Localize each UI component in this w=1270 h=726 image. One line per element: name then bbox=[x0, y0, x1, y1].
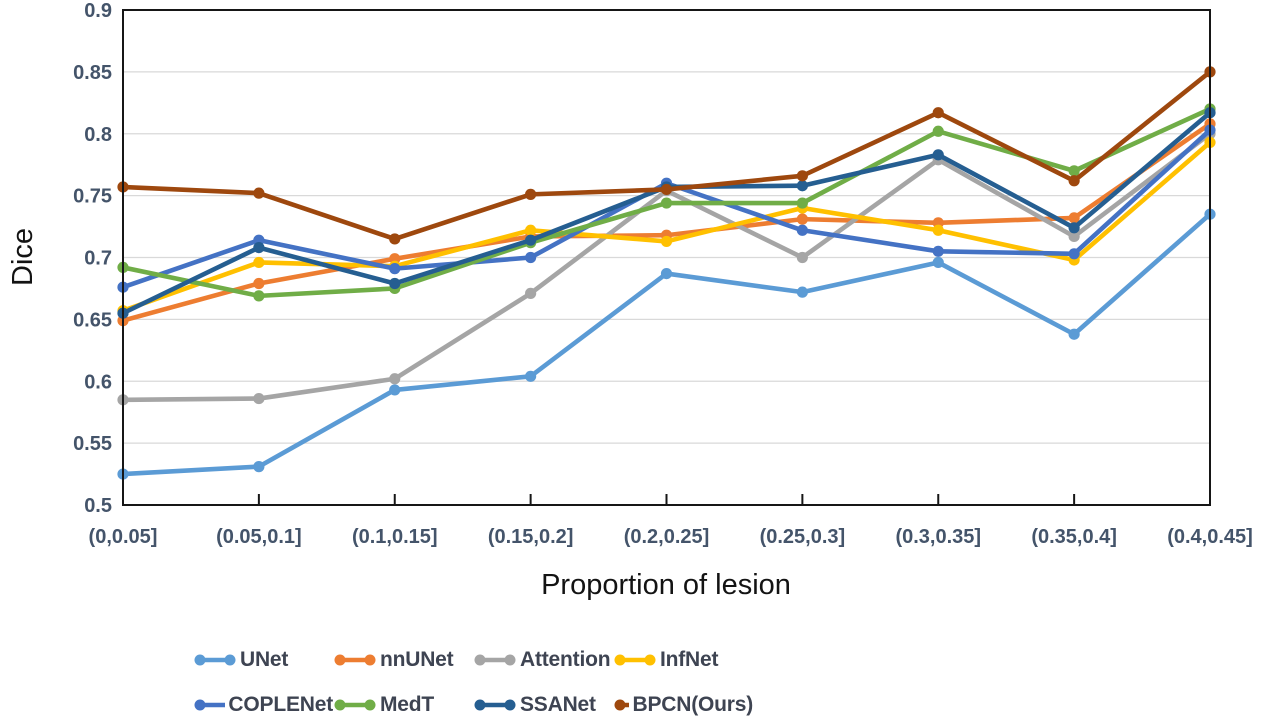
data-point-bpcn-ours-5 bbox=[796, 170, 808, 182]
x-tick-label: (0.05,0.1] bbox=[216, 526, 302, 548]
series-lines bbox=[117, 66, 1216, 480]
x-tick-label: (0.3,0.35] bbox=[895, 526, 981, 548]
data-point-ssanet-7 bbox=[1068, 222, 1080, 234]
x-tick-label: (0.1,0.15] bbox=[352, 526, 438, 548]
data-point-attention-2 bbox=[389, 373, 401, 385]
data-point-medt-5 bbox=[796, 197, 808, 209]
data-point-ssanet-6 bbox=[932, 149, 944, 161]
legend-label: Attention bbox=[520, 648, 611, 671]
y-tick-label: 0.75 bbox=[73, 186, 112, 208]
series-line-attention bbox=[120, 131, 1213, 403]
legend-marker-medt bbox=[334, 699, 376, 711]
x-tick-label: (0,0.05] bbox=[89, 526, 158, 548]
x-axis-tick-labels: (0,0.05] (0.05,0.1] (0.1,0.15] (0.15,0.2] (0… bbox=[89, 526, 1253, 548]
legend-item-bpcn-ours: BPCN(Ours) bbox=[613, 690, 753, 720]
legend-label: nnUNet bbox=[380, 648, 454, 671]
data-point-infnet-4 bbox=[660, 235, 673, 248]
data-point-ssanet-3 bbox=[525, 234, 537, 246]
legend-item-attention: Attention bbox=[473, 645, 613, 675]
legend-label: MedT bbox=[380, 693, 435, 716]
legend-marker-attention bbox=[474, 654, 516, 666]
data-point-attention-3 bbox=[525, 287, 537, 299]
data-point-bpcn-ours-6 bbox=[932, 107, 944, 119]
legend-marker-nnunet bbox=[334, 654, 376, 666]
data-point-infnet-3 bbox=[525, 224, 537, 236]
x-tick-label: (0.15,0.2] bbox=[488, 526, 574, 548]
line-chart: 0.5 0.55 0.6 0.65 0.7 0.75 0.8 0.85 0.9 (0,0.05]… bbox=[7, 0, 1253, 601]
data-point-ssanet-1 bbox=[253, 242, 265, 254]
data-point-medt-1 bbox=[253, 290, 265, 302]
data-point-attention-5 bbox=[796, 251, 808, 264]
y-axis-title: Dice bbox=[7, 228, 39, 286]
data-point-medt-6 bbox=[932, 125, 944, 137]
x-tick-label: (0.4,0.45] bbox=[1167, 526, 1253, 548]
data-point-nnunet-5 bbox=[796, 213, 808, 225]
data-point-ssanet-5 bbox=[796, 180, 808, 192]
y-tick-label: 0.8 bbox=[84, 124, 112, 146]
legend-item-medt: MedT bbox=[333, 690, 473, 720]
axis-ticks bbox=[122, 494, 1211, 505]
data-point-ssanet-2 bbox=[389, 277, 401, 290]
data-point-bpcn-ours-3 bbox=[525, 188, 537, 200]
y-tick-label: 0.55 bbox=[73, 433, 112, 455]
gridlines bbox=[123, 9, 1210, 506]
data-point-coplenet-3 bbox=[525, 251, 537, 264]
data-point-unet-1 bbox=[253, 461, 265, 473]
x-tick-label: (0.25,0.3] bbox=[760, 526, 846, 548]
data-point-unet-7 bbox=[1068, 328, 1080, 340]
y-tick-label: 0.7 bbox=[84, 248, 112, 270]
legend-marker-coplenet bbox=[194, 699, 226, 711]
y-tick-label: 0.85 bbox=[73, 62, 112, 84]
legend-item-nnunet: nnUNet bbox=[333, 645, 473, 675]
y-tick-label: 0.9 bbox=[84, 0, 112, 22]
data-point-unet-3 bbox=[525, 370, 537, 382]
data-point-nnunet-7 bbox=[1068, 212, 1080, 224]
y-tick-label: 0.6 bbox=[84, 371, 112, 393]
data-point-unet-5 bbox=[796, 286, 808, 298]
y-axis-tick-labels: 0.5 0.55 0.6 0.65 0.7 0.75 0.8 0.85 0.9 bbox=[73, 0, 112, 517]
legend-label: SSANet bbox=[520, 693, 596, 716]
y-tick-label: 0.65 bbox=[73, 309, 112, 331]
data-point-bpcn-ours-7 bbox=[1068, 175, 1080, 187]
data-point-infnet-6 bbox=[932, 224, 944, 236]
data-point-unet-2 bbox=[389, 384, 401, 396]
x-tick-label: (0.35,0.4] bbox=[1031, 526, 1117, 548]
data-point-attention-1 bbox=[253, 392, 265, 405]
chart-legend: UNet nnUNet Attention InfNet COPLENet MedT SSA… bbox=[193, 645, 753, 720]
y-tick-label: 0.5 bbox=[84, 495, 112, 517]
data-point-nnunet-1 bbox=[253, 277, 265, 290]
legend-marker-bpcn-ours bbox=[614, 699, 630, 711]
data-point-unet-6 bbox=[932, 256, 944, 269]
data-point-coplenet-5 bbox=[796, 224, 808, 236]
data-point-attention-7 bbox=[1068, 230, 1080, 243]
data-point-unet-4 bbox=[660, 267, 673, 280]
series-line-ssanet bbox=[120, 110, 1213, 316]
data-point-bpcn-ours-1 bbox=[253, 187, 265, 199]
legend-marker-infnet bbox=[614, 654, 656, 666]
legend-item-ssanet: SSANet bbox=[473, 690, 613, 720]
data-point-coplenet-6 bbox=[932, 245, 944, 257]
legend-label: UNet bbox=[240, 648, 289, 671]
legend-label: BPCN(Ours) bbox=[632, 693, 753, 716]
legend-item-unet: UNet bbox=[193, 645, 333, 675]
legend-label: COPLENet bbox=[228, 693, 333, 716]
legend-item-infnet: InfNet bbox=[613, 645, 753, 675]
data-point-coplenet-7 bbox=[1068, 248, 1080, 260]
data-point-medt-4 bbox=[660, 197, 673, 209]
data-point-coplenet-2 bbox=[389, 263, 401, 275]
data-point-bpcn-ours-2 bbox=[389, 233, 401, 245]
x-axis-title: Proportion of lesion bbox=[541, 569, 791, 601]
x-tick-label: (0.2,0.25] bbox=[624, 526, 710, 548]
data-point-medt-7 bbox=[1068, 165, 1080, 177]
legend-item-coplenet: COPLENet bbox=[193, 690, 333, 720]
data-point-bpcn-ours-4 bbox=[660, 183, 673, 196]
legend-marker-unet bbox=[194, 654, 236, 666]
data-point-infnet-1 bbox=[253, 256, 265, 269]
legend-label: InfNet bbox=[660, 648, 719, 671]
legend-marker-ssanet bbox=[474, 699, 516, 711]
